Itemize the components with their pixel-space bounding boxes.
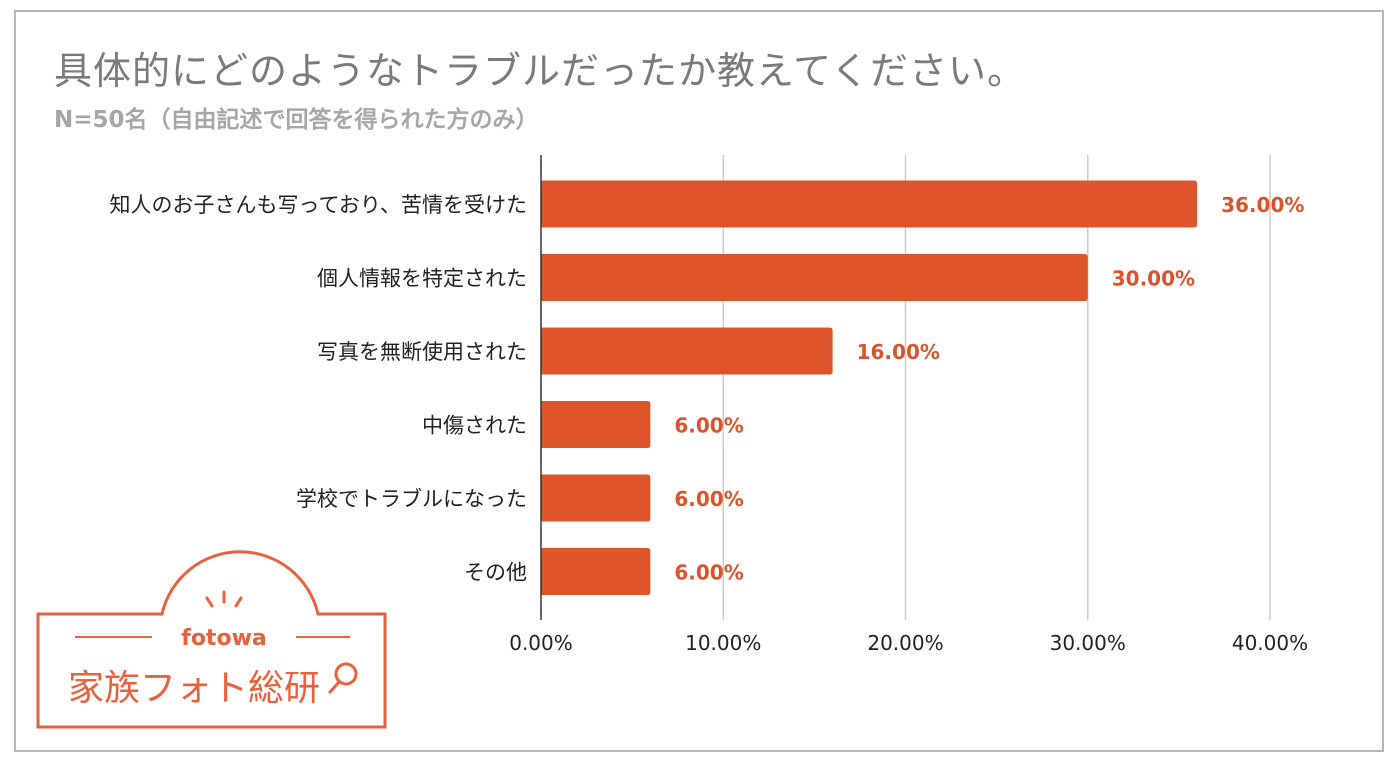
bars: [541, 180, 1198, 595]
value-label: 36.00%: [1221, 193, 1304, 217]
bar: [541, 180, 1198, 228]
value-label: 16.00%: [857, 340, 940, 364]
value-label: 30.00%: [1112, 267, 1195, 291]
x-tick-label: 40.00%: [1232, 631, 1308, 655]
chart-subtitle: N=50名（自由記述で回答を得られた方のみ）: [54, 107, 539, 133]
category-label: 中傷された: [422, 414, 527, 438]
value-label: 6.00%: [674, 561, 743, 585]
logo-name: 家族フォト総研: [68, 668, 320, 709]
x-tick-label: 30.00%: [1050, 631, 1126, 655]
category-label: 写真を無断使用された: [317, 340, 527, 364]
bar: [541, 474, 651, 522]
category-label: 知人のお子さんも写っており、苦情を受けた: [110, 193, 527, 217]
x-tick-label: 20.00%: [867, 631, 943, 655]
bar: [541, 254, 1088, 301]
x-tick-label: 10.00%: [685, 631, 761, 655]
sun-rays-icon: [205, 590, 243, 608]
logo-frame: [36, 550, 387, 729]
logo-word: fotowa: [181, 626, 267, 651]
category-label: 学校でトラブルになった: [296, 487, 527, 511]
bar: [541, 548, 651, 595]
magnifier-icon: [328, 662, 358, 694]
fotowa-logo: fotowa 家族フォト総研: [36, 550, 387, 729]
chart-title: 具体的にどのようなトラブルだったか教えてください。: [54, 49, 1026, 93]
value-label: 6.00%: [674, 487, 743, 511]
labels: 0.00% 10.00% 20.00% 30.00% 40.00% 知人のお子さんも写って…: [110, 193, 1309, 655]
value-label: 6.00%: [674, 414, 743, 438]
category-label: 個人情報を特定された: [317, 267, 527, 291]
category-label: その他: [464, 561, 527, 585]
bar: [541, 401, 651, 448]
grid-lines: [722, 155, 1271, 620]
x-tick-label: 0.00%: [509, 631, 573, 655]
bar: [541, 327, 833, 375]
